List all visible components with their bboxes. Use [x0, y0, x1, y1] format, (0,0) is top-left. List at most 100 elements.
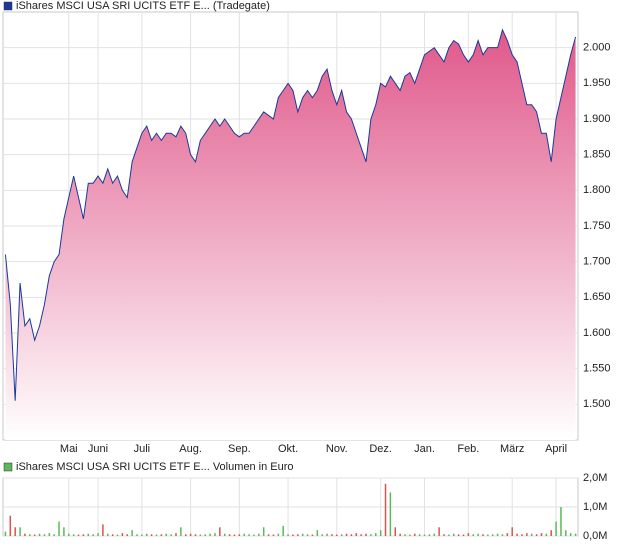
volume-bar	[111, 534, 114, 536]
y-tick-label: 2.000	[583, 42, 611, 54]
volume-bar	[496, 533, 499, 536]
volume-bar	[355, 533, 358, 536]
volume-bar	[24, 533, 26, 536]
volume-bar	[443, 534, 445, 536]
volume-bar	[87, 533, 90, 536]
volume-bar	[209, 533, 211, 536]
volume-bar	[77, 534, 80, 536]
volume-bar	[336, 534, 338, 536]
volume-bar	[72, 534, 75, 536]
y-tick-label: 1.700	[583, 256, 611, 268]
volume-bar	[155, 534, 158, 536]
volume-bar	[448, 534, 450, 536]
volume-bar	[272, 534, 275, 536]
y-tick-label: 1.500	[583, 398, 611, 410]
volume-bar	[506, 533, 509, 536]
volume-bar	[389, 492, 392, 536]
y-tick-label: 1.900	[583, 113, 611, 125]
volume-bar	[375, 533, 377, 536]
volume-bar	[189, 533, 192, 536]
volume-bar	[136, 534, 138, 536]
volume-bar	[501, 534, 504, 536]
x-tick-label: Juli	[134, 443, 151, 455]
x-tick-label: Nov.	[326, 443, 348, 455]
volume-bar	[219, 527, 221, 536]
volume-bar	[180, 527, 182, 536]
x-tick-label: März	[500, 443, 524, 455]
volume-bar	[141, 534, 143, 536]
volume-bar	[345, 533, 348, 536]
volume-bar	[53, 534, 55, 536]
volume-bar	[287, 534, 289, 536]
volume-bar	[14, 527, 16, 536]
volume-bar	[379, 530, 382, 536]
area-fill	[5, 29, 576, 441]
volume-bar	[253, 534, 255, 536]
volume-bar	[482, 534, 484, 536]
volume-bar	[516, 533, 518, 536]
price-line	[4, 28, 577, 401]
volume-bar	[452, 533, 455, 536]
volume-bar	[248, 534, 250, 536]
volume-bar	[68, 533, 70, 536]
volume-bar	[360, 534, 362, 536]
legend-label: iShares MSCI USA SRI UCITS ETF E... Volu…	[16, 461, 294, 473]
volume-bar	[535, 534, 538, 536]
volume-bar	[530, 533, 533, 536]
volume-bar	[258, 533, 260, 536]
volume-bar	[43, 534, 46, 536]
volume-bar	[243, 533, 245, 536]
volume-bar	[19, 527, 21, 536]
volume-bar	[326, 533, 328, 536]
volume-bar	[370, 534, 372, 536]
volume-bar	[282, 525, 284, 536]
x-tick-label: Okt.	[278, 443, 298, 455]
volume-bar	[384, 483, 387, 536]
volume-bar	[121, 533, 124, 536]
volume-bar	[423, 534, 426, 536]
volume-bar	[170, 534, 172, 536]
volume-bar	[116, 534, 119, 536]
volume-bar	[555, 521, 557, 536]
y-tick-label: 1,0M	[583, 501, 607, 513]
volume-bar	[394, 527, 397, 536]
y-tick-label: 1.950	[583, 77, 611, 89]
volume-bar	[4, 531, 7, 536]
volume-bar	[545, 533, 548, 536]
x-tick-label: Dez.	[369, 443, 392, 455]
x-tick-label: April	[545, 443, 567, 455]
volume-bar	[462, 534, 465, 536]
y-tick-label: 1.800	[583, 184, 611, 196]
legend-swatch	[3, 1, 13, 11]
volume-bar	[194, 534, 197, 536]
volume-bar	[97, 533, 99, 536]
volume-bar	[467, 533, 470, 536]
volume-bar	[160, 534, 163, 536]
volume-bar	[457, 534, 460, 536]
volume-bar	[521, 534, 523, 536]
volume-bar	[277, 533, 280, 536]
volume-bar	[58, 521, 60, 536]
volume-bar	[33, 534, 36, 536]
y-tick-label: 2,0M	[583, 472, 607, 484]
volume-bar	[511, 527, 513, 536]
volume-bar	[175, 533, 177, 536]
volume-bar	[565, 530, 567, 536]
y-tick-label: 1.750	[583, 220, 611, 232]
volume-bar	[550, 530, 552, 536]
volume-bar	[165, 533, 167, 536]
volume-bar	[321, 534, 323, 536]
y-tick-label: 1.850	[583, 149, 611, 161]
volume-bar	[472, 534, 474, 536]
x-tick-label: Aug.	[179, 443, 202, 455]
x-tick-label: Sep.	[228, 443, 251, 455]
volume-bar	[331, 534, 333, 536]
volume-bar	[126, 534, 129, 536]
volume-bar	[433, 533, 435, 536]
volume-bar	[199, 534, 202, 536]
volume-bar	[540, 533, 543, 536]
volume-bar	[29, 534, 31, 536]
volume-bar	[48, 533, 51, 536]
y-tick-label: 1.550	[583, 363, 611, 375]
volume-bar	[204, 534, 206, 536]
